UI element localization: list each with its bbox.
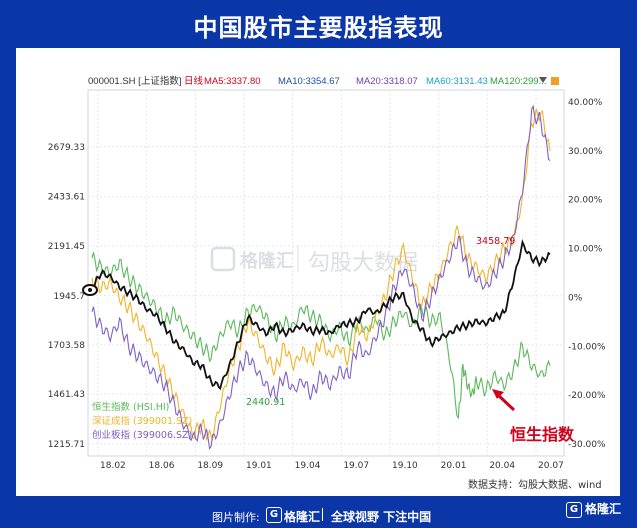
x-tick: 20.01 xyxy=(441,461,467,471)
y-right-tick: -10.00% xyxy=(568,342,606,352)
ma60-label: MA60:3131.43 xyxy=(426,76,488,87)
x-tick: 20.07 xyxy=(538,461,564,471)
legend-entry: 创业板指 (399006.SZ) xyxy=(92,429,192,441)
footer: 图片制作: G 格隆汇 全球视野 下注中国 xyxy=(0,500,637,528)
arrow-head-icon xyxy=(492,389,504,399)
y-right-tick: 0% xyxy=(568,293,583,303)
cursor-marker[interactable] xyxy=(82,284,98,296)
series-legend: 恒生指数 (HSI.HI) 深证成指 (399001.SZ) 创业板指 (39900… xyxy=(92,401,192,441)
x-tick: 19.10 xyxy=(392,461,418,471)
watermark-brand: 格隆汇 xyxy=(240,250,294,272)
hsi-annotation: 恒生指数 xyxy=(492,389,575,444)
legend-entry: 恒生指数 (HSI.HI) xyxy=(92,401,169,413)
annotation-arrow xyxy=(496,393,516,412)
chart-panel: 格隆汇 勾股大数据 000001.SH [上证指数] 日线 MA5:3337.8… xyxy=(16,48,620,496)
footer-brand: 格隆汇 xyxy=(284,510,321,524)
series-line-3 xyxy=(91,238,551,391)
ma10-label: MA10:3354.67 xyxy=(278,76,340,87)
y-left-tick: 1215.71 xyxy=(48,440,85,450)
watermark: 格隆汇 勾股大数据 xyxy=(210,246,418,276)
brand-logo-icon: G xyxy=(266,507,282,523)
watermark-logo-icon xyxy=(210,246,236,272)
ma-legend: 000001.SH [上证指数] 日线 MA5:3337.80 MA10:335… xyxy=(88,75,559,87)
annotation-label: 恒生指数 xyxy=(510,425,575,444)
corner-logo-icon: G xyxy=(566,501,582,518)
series-line-2 xyxy=(91,104,551,451)
ma5-label: MA5:3337.80 xyxy=(204,76,261,87)
footer-divider xyxy=(322,508,323,521)
ma120-label: MA120:299... xyxy=(490,76,547,87)
corner-logo: G 格隆汇 xyxy=(566,500,621,518)
settings-icon[interactable] xyxy=(551,77,559,85)
y-right-tick: 10.00% xyxy=(568,245,603,255)
point-label-low: 2440.91 xyxy=(246,397,285,408)
x-tick: 18.09 xyxy=(197,461,223,471)
plot-frame xyxy=(87,89,565,457)
legend-entry: 深证成指 (399001.SZ) xyxy=(92,415,192,427)
y-left-tick: 1703.58 xyxy=(48,341,85,351)
footer-slogan: 全球视野 下注中国 xyxy=(331,510,432,524)
y-right-tick: -20.00% xyxy=(568,391,606,401)
y-left-tick: 1945.7 xyxy=(54,292,86,302)
x-tick: 19.04 xyxy=(295,461,321,471)
x-axis: 18.02 18.06 18.09 19.01 19.04 19.07 19.10 20.01… xyxy=(100,461,564,471)
stock-index-chart: 格隆汇 勾股大数据 000001.SH [上证指数] 日线 MA5:3337.8… xyxy=(48,75,606,491)
point-label-high: 3458.79 xyxy=(476,236,515,247)
x-tick: 18.06 xyxy=(149,461,175,471)
y-left-tick: 2679.33 xyxy=(48,143,85,153)
page-title: 中国股市主要股指表现 xyxy=(193,14,444,42)
series-lines xyxy=(91,104,551,451)
triangle-down-icon[interactable] xyxy=(539,77,547,83)
period-label: 日线 xyxy=(184,75,204,87)
symbol-label: 000001.SH [上证指数] xyxy=(88,75,181,87)
y-left-tick: 2433.61 xyxy=(48,193,85,203)
made-by-label: 图片制作: xyxy=(212,511,260,524)
cursor-marker-dot xyxy=(88,288,92,292)
y-right-tick: 20.00% xyxy=(568,196,603,206)
x-tick: 20.04 xyxy=(489,461,515,471)
series-line-0 xyxy=(91,252,551,420)
x-tick: 19.07 xyxy=(343,461,369,471)
y-axis-right: 40.00% 30.00% 20.00% 10.00% 0% -10.00% -20.00%… xyxy=(568,98,606,450)
x-tick: 18.02 xyxy=(100,461,126,471)
x-tick: 19.01 xyxy=(246,461,272,471)
y-left-tick: 2191.45 xyxy=(48,242,85,252)
ma20-label: MA20:3318.07 xyxy=(356,76,418,87)
y-left-tick: 1461.43 xyxy=(48,390,85,400)
point-labels: 2440.91 3458.79 xyxy=(246,236,515,408)
series-line-1 xyxy=(91,108,551,442)
corner-brand: 格隆汇 xyxy=(585,502,622,516)
y-axis-left: 2679.33 2433.61 2191.45 1945.7 1703.58 1461.4… xyxy=(48,143,85,450)
y-right-tick: -30.00% xyxy=(568,440,606,450)
y-right-tick: 30.00% xyxy=(568,147,603,157)
y-right-tick: 40.00% xyxy=(568,98,603,108)
source-note: 数据支持：勾股大数据、wind xyxy=(468,478,602,491)
